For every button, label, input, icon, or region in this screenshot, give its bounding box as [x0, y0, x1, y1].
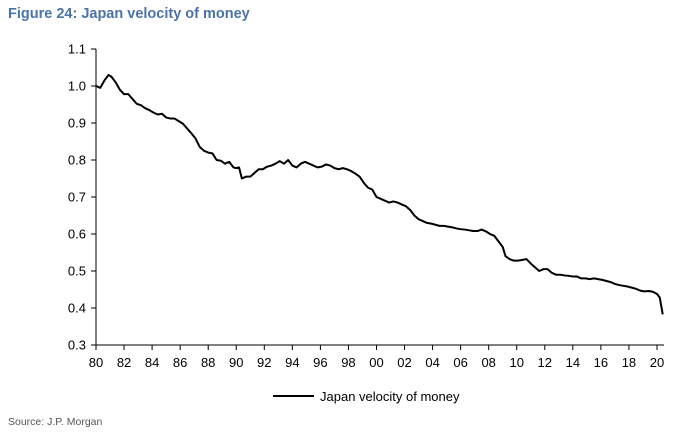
y-tick-label: 0.9 [68, 116, 86, 131]
x-tick-label: 16 [594, 355, 608, 370]
x-tick-label: 18 [622, 355, 636, 370]
x-tick-label: 84 [145, 355, 159, 370]
y-tick-label: 1.1 [68, 42, 86, 57]
y-tick-label: 0.6 [68, 227, 86, 242]
y-tick-label: 0.8 [68, 153, 86, 168]
source-note: Source: J.P. Morgan [8, 416, 103, 428]
y-tick-label: 0.3 [68, 338, 86, 353]
x-tick-label: 10 [510, 355, 524, 370]
x-tick-label: 14 [566, 355, 580, 370]
x-tick-label: 92 [257, 355, 271, 370]
legend-label: Japan velocity of money [320, 389, 460, 404]
x-tick-label: 88 [201, 355, 215, 370]
x-axis: 80 82 84 86 88 90 92 94 96 98 00 02 04 06 08 10 12 14 16 18… [89, 344, 664, 370]
x-tick-label: 90 [229, 355, 243, 370]
x-tick-label: 08 [481, 355, 495, 370]
y-axis: 0.3 0.4 0.5 0.6 0.7 0.8 0.9 1.0 1.1 [68, 42, 97, 353]
series-line-japan-velocity [95, 73, 664, 315]
y-tick-label: 0.4 [68, 301, 86, 316]
x-tick-label: 20 [650, 355, 664, 370]
x-tick-label: 94 [285, 355, 299, 370]
x-tick-label: 00 [369, 355, 383, 370]
legend: Japan velocity of money [273, 389, 460, 404]
x-tick-label: 02 [397, 355, 411, 370]
x-tick-label: 06 [453, 355, 467, 370]
x-tick-label: 86 [173, 355, 187, 370]
y-tick-label: 0.5 [68, 264, 86, 279]
x-tick-label: 82 [117, 355, 131, 370]
x-tick-label: 04 [425, 355, 439, 370]
x-tick-label: 12 [538, 355, 552, 370]
series-layer [95, 73, 664, 315]
y-tick-label: 0.7 [68, 190, 86, 205]
figure-title: Figure 24: Japan velocity of money [8, 6, 250, 22]
y-tick-label: 1.0 [68, 79, 86, 94]
x-tick-label: 96 [313, 355, 327, 370]
x-tick-label: 98 [341, 355, 355, 370]
x-tick-label: 80 [89, 355, 103, 370]
